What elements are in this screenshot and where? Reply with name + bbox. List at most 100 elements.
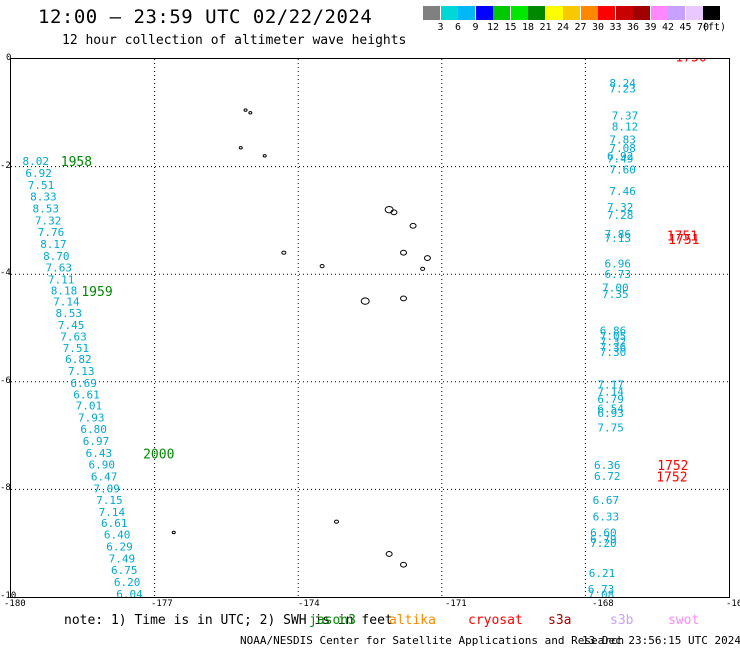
- color-legend-swatch: [650, 6, 668, 20]
- x-axis-tick: -171: [445, 599, 467, 609]
- track2-value: 6.67: [593, 494, 620, 507]
- track2-value: 7.20: [590, 537, 617, 550]
- color-legend-label: 27: [574, 22, 587, 33]
- track1-value: 8.53: [56, 307, 83, 320]
- color-legend-swatch: [528, 6, 545, 20]
- color-legend-swatch: [598, 6, 615, 20]
- track1-value: 7.11: [48, 274, 74, 287]
- track1-value: 6.47: [91, 470, 118, 483]
- track2-value: 6.79: [597, 393, 624, 406]
- map-overlay: 8.026.927.518.338.537.327.768.178.707.63…: [11, 59, 729, 597]
- track2-value: 6.96: [605, 257, 632, 270]
- map-plot-area[interactable]: 8.02 6.92 7.51 8.33 8.53 7.32 7.76 8.17 8.70 7.63…: [10, 58, 730, 598]
- track1-value: 7.63: [60, 331, 87, 344]
- color-legend-swatch: [440, 6, 458, 20]
- color-legend-swatch: [493, 6, 510, 20]
- track2-value: 6.93: [597, 407, 624, 420]
- track2-value: 7.32: [607, 201, 634, 214]
- satellite-label-cryosat: cryosat: [468, 613, 523, 628]
- track1-value: 6.90: [89, 459, 116, 472]
- island-outline: [333, 519, 339, 524]
- color-legend-swatch: [563, 6, 580, 20]
- satellite-label-s3a: s3a: [548, 613, 572, 628]
- satellite-label-swot: swot: [668, 613, 700, 628]
- track2-value: 7.14: [597, 385, 624, 398]
- color-legend-unit: (ft): [702, 22, 727, 33]
- island-outline: [409, 222, 417, 229]
- island-outline: [238, 146, 243, 150]
- track2-value: 8.12: [612, 120, 639, 133]
- color-legend-label: 30: [591, 22, 605, 33]
- footer-note: note: 1) Time is in UTC; 2) SWH is in fe…: [64, 613, 393, 628]
- track1-value: 8.53: [33, 203, 60, 216]
- satellite-label-s3b: s3b: [610, 613, 634, 628]
- track1-value: 8.02: [22, 155, 49, 168]
- track2-value: 6.47: [605, 59, 632, 61]
- track1-value: 8.18: [51, 284, 78, 297]
- color-legend-label: 9: [472, 22, 479, 33]
- y-axis-tick: 0: [6, 53, 12, 63]
- track2-value: 7.46: [609, 185, 636, 198]
- color-legend-label: 21: [539, 22, 552, 33]
- track2-time: 1752: [657, 459, 688, 474]
- track2-time: 1750: [675, 59, 706, 65]
- x-axis-tick: -180: [4, 599, 26, 609]
- footer-timestamp: 13 Dec 23:56:15 UTC 2024: [582, 634, 740, 647]
- page-subtitle: 12 hour collection of altimeter wave hei…: [62, 33, 407, 48]
- x-axis-tick: -174: [298, 599, 320, 609]
- color-legend-label: 6: [454, 22, 462, 33]
- color-legend-label: 39: [644, 22, 657, 33]
- track2-value: 7.35: [602, 288, 629, 301]
- track2-value: 7.05: [600, 330, 627, 343]
- color-legend-swatch: [685, 6, 703, 20]
- y-axis-tick: -2: [0, 160, 11, 171]
- track1-value: 6.20: [114, 576, 141, 589]
- island-outline: [171, 530, 176, 535]
- color-legend-swatch: [580, 6, 598, 20]
- color-legend-label: 42: [661, 22, 675, 33]
- y-axis-tick: -6: [0, 375, 11, 386]
- color-legend-label: 70: [696, 22, 710, 33]
- track2-value: 6.73: [605, 268, 632, 281]
- color-legend-swatch: [510, 6, 528, 20]
- track1-value: 8.70: [43, 250, 69, 263]
- track1-value: 7.32: [35, 214, 62, 227]
- color-legend-label: 24: [556, 22, 570, 33]
- track2-value: 7.60: [609, 163, 636, 176]
- track2-value: 6.60: [590, 526, 617, 539]
- track1-value: 7.51: [28, 179, 55, 192]
- color-legend-label: 36: [626, 22, 640, 33]
- track1-time: 2000: [143, 447, 174, 462]
- island-outline: [262, 154, 267, 158]
- island-outline: [281, 250, 287, 255]
- track1-value: 8.33: [30, 191, 57, 204]
- island-outline: [420, 266, 426, 271]
- track2-value: 6.54: [597, 403, 624, 416]
- track1-value: 7.76: [38, 226, 65, 239]
- track2-value: 6.73: [588, 583, 615, 596]
- track1-value: 7.13: [68, 365, 95, 378]
- track2-time: 1751: [667, 229, 698, 244]
- track1-value: 7.93: [78, 411, 105, 424]
- track1-value: 6.97: [83, 435, 110, 448]
- track1-time: 1958: [61, 155, 92, 170]
- color-legend-swatch: [458, 6, 475, 20]
- track1-value: 6.61: [73, 389, 100, 402]
- footer-credit: NOAA/NESDIS Center for Satellite Applica…: [240, 634, 625, 647]
- island-outline: [400, 249, 408, 256]
- track2-value: 6.33: [593, 510, 620, 523]
- track2-value: 7.36: [600, 341, 627, 354]
- track1-value: 7.01: [76, 399, 103, 412]
- track2-value: 7.28: [607, 209, 634, 222]
- track1-value: 7.14: [53, 296, 80, 309]
- color-legend-label: 3: [437, 22, 444, 33]
- track1-time: 1959: [81, 285, 112, 300]
- track2-value: 7.30: [600, 346, 627, 359]
- island-outline: [248, 111, 253, 115]
- track1-value: 7.49: [109, 552, 136, 565]
- track2-value: 7.23: [609, 83, 636, 96]
- track2-value: 7.08: [609, 142, 636, 155]
- track2-value: 7.49: [607, 153, 634, 166]
- color-legend-swatch: [545, 6, 563, 20]
- track2-value: 7.86: [605, 228, 632, 241]
